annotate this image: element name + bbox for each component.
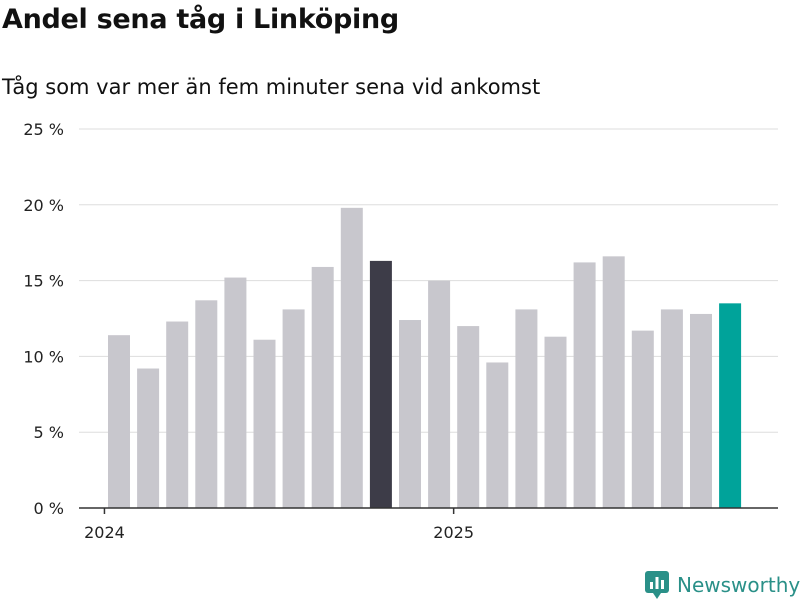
brand-name: Newsworthy [677, 573, 800, 597]
bar-2025-05 [573, 262, 596, 508]
bar-2025-07 [631, 330, 654, 508]
bar-2025-06 [602, 256, 625, 508]
bar-2024-03 [166, 321, 189, 508]
bar-2024-05 [224, 277, 247, 508]
chart-subtitle: Tåg som var mer än fem minuter sena vid … [2, 75, 541, 99]
bar-2024-02 [137, 368, 160, 508]
bar-2024-07 [282, 309, 305, 508]
bar-2025-01 [457, 326, 480, 508]
bar-2025-03 [515, 309, 538, 508]
x-tick-label: 2025 [433, 523, 474, 542]
bar-2025-09 [690, 313, 712, 508]
y-axis-ticks: 0 % 5 % 10 % 15 % 20 % 25 % [23, 120, 64, 518]
bar-2025-08 [660, 309, 683, 508]
bar-2025-04 [544, 336, 567, 508]
bar-2024-01 [108, 335, 130, 508]
bars [108, 207, 742, 508]
brand-logo: Newsworthy [645, 570, 800, 600]
y-tick-label: 20 % [23, 196, 64, 215]
y-tick-label: 10 % [23, 347, 64, 366]
y-tick-label: 25 % [23, 120, 64, 139]
y-tick-label: 15 % [23, 272, 64, 291]
y-tick-label: 5 % [34, 423, 64, 442]
bar-2025-10 [719, 303, 742, 508]
x-tick-label: 2024 [84, 523, 125, 542]
bar-2024-06 [253, 339, 276, 508]
bar-2024-12 [428, 280, 451, 508]
bar-2025-02 [486, 362, 509, 508]
y-tick-label: 0 % [34, 499, 64, 518]
bar-2024-04 [195, 300, 218, 508]
bar-2024-10 [369, 260, 392, 508]
bar-2024-08 [311, 266, 334, 508]
chart-title: Andel sena tåg i Linköping [2, 4, 399, 35]
newsworthy-logo-icon [645, 570, 669, 599]
x-axis: 2024 2025 [79, 507, 778, 542]
bar-2024-11 [399, 320, 421, 508]
bar-2024-09 [340, 207, 363, 508]
